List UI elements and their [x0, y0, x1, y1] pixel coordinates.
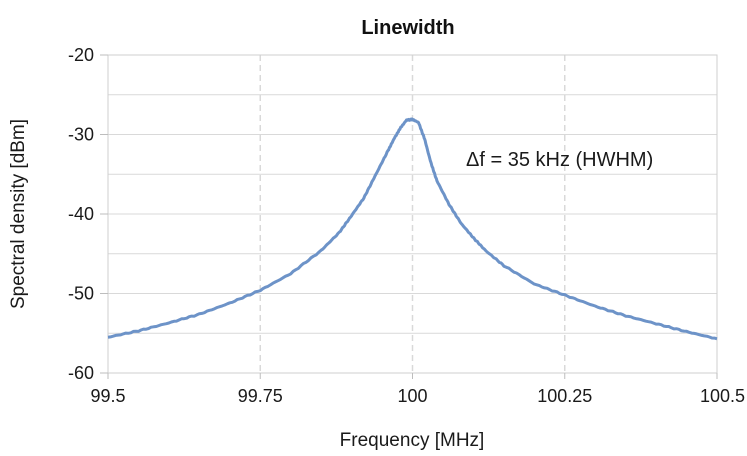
- y-tick-label: -60: [68, 363, 94, 383]
- x-tick-label: 99.75: [238, 386, 283, 406]
- series-layer: [107, 117, 718, 341]
- x-tick-label: 100.25: [537, 386, 592, 406]
- spectrum-line: [107, 117, 718, 341]
- y-tick-labels: -60 -50 -40 -30 -20: [68, 45, 108, 383]
- y-tick-label: -20: [68, 45, 94, 65]
- grid: [108, 54, 717, 374]
- y-tick-label: -50: [68, 284, 94, 304]
- y-tick-label: -30: [68, 125, 94, 145]
- x-tick-label: 100: [397, 386, 427, 406]
- linewidth-annotation: Δf = 35 kHz (HWHM): [466, 149, 653, 171]
- y-tick-label: -40: [68, 204, 94, 224]
- x-tick-label: 99.5: [90, 386, 125, 406]
- x-axis-title: Frequency [MHz]: [340, 430, 485, 451]
- x-tick-label: 100.5: [700, 386, 745, 406]
- chart-title: Linewidth: [361, 17, 454, 39]
- x-tick-labels: 99.5 99.75 100 100.25 100.5: [90, 373, 745, 406]
- y-axis-title: Spectral density [dBm]: [8, 119, 29, 309]
